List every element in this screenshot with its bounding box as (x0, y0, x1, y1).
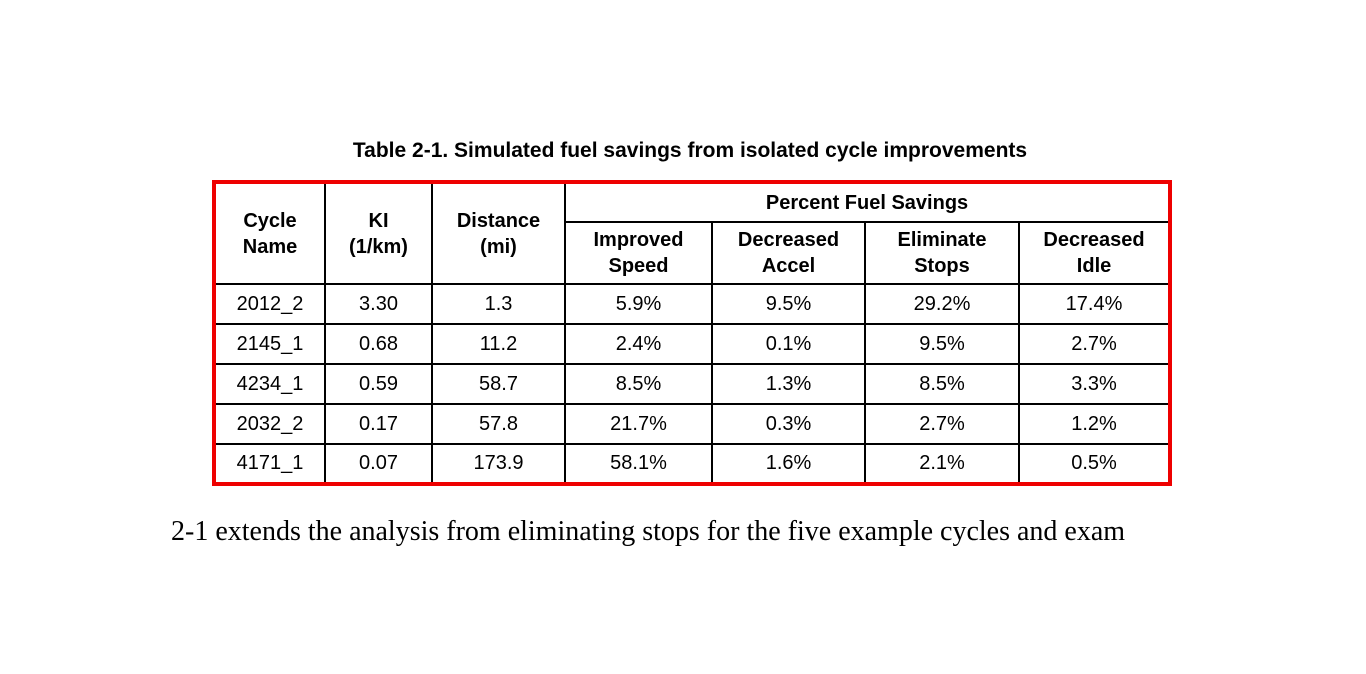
cell-eliminate-stops: 9.5% (864, 323, 1020, 365)
cell-ki: 0.07 (324, 443, 433, 485)
cell-distance: 58.7 (431, 363, 566, 405)
cell-decreased-idle: 2.7% (1017, 323, 1172, 365)
col-header-ki-line1: KI (368, 209, 389, 232)
table-row: 2032_2 0.17 57.8 21.7% 0.3% 2.7% 1.2% (213, 403, 1172, 445)
cell-distance: 11.2 (431, 323, 566, 365)
cell-decreased-idle: 17.4% (1017, 283, 1172, 325)
cell-improved-speed: 21.7% (564, 403, 713, 445)
col-header-improved-speed-line1: Improved (593, 229, 684, 251)
fuel-savings-table: Cycle Name KI (1/km) Distance (mi) Perce… (212, 180, 1173, 486)
cell-cycle-name: 2012_2 (213, 283, 326, 325)
col-header-cycle-name-line1: Cycle (243, 209, 297, 232)
cell-cycle-name: 2145_1 (213, 323, 326, 365)
col-header-decreased-idle-line2: Idle (1076, 255, 1112, 277)
table-figure: Table 2-1. Simulated fuel savings from i… (212, 139, 1173, 486)
cell-decreased-accel: 9.5% (711, 283, 866, 325)
cell-improved-speed: 8.5% (564, 363, 713, 405)
col-header-distance: Distance (mi) (431, 181, 566, 285)
cell-improved-speed: 5.9% (564, 283, 713, 325)
col-header-decreased-idle: Decreased Idle (1017, 221, 1172, 285)
cell-decreased-accel: 1.3% (711, 363, 866, 405)
cell-eliminate-stops: 2.7% (864, 403, 1020, 445)
col-header-ki-line2: (1/km) (349, 235, 408, 258)
cell-decreased-idle: 0.5% (1017, 443, 1172, 485)
cell-distance: 173.9 (431, 443, 566, 485)
cell-cycle-name: 2032_2 (213, 403, 326, 445)
col-header-decreased-idle-line1: Decreased (1043, 229, 1145, 251)
cell-improved-speed: 2.4% (564, 323, 713, 365)
col-header-decreased-accel-line1: Decreased (737, 229, 840, 251)
col-header-cycle-name: Cycle Name (213, 181, 326, 285)
header-row-group: Cycle Name KI (1/km) Distance (mi) Perce… (213, 181, 1172, 285)
col-header-eliminate-stops-line1: Eliminate (897, 229, 987, 251)
col-header-improved-speed: Improved Speed (564, 221, 713, 285)
cell-ki: 0.59 (324, 363, 433, 405)
body-text-fragment: 2-1 extends the analysis from eliminatin… (171, 516, 1126, 547)
table-caption: Table 2-1. Simulated fuel savings from i… (352, 139, 1028, 162)
cell-distance: 57.8 (431, 403, 566, 445)
cell-eliminate-stops: 8.5% (864, 363, 1020, 405)
col-header-eliminate-stops-line2: Stops (914, 255, 970, 277)
cell-improved-speed: 58.1% (564, 443, 713, 485)
cell-eliminate-stops: 29.2% (864, 283, 1020, 325)
table-row: 2145_1 0.68 11.2 2.4% 0.1% 9.5% 2.7% (213, 323, 1172, 365)
col-header-cycle-name-line2: Name (242, 235, 298, 258)
cell-decreased-idle: 1.2% (1017, 403, 1172, 445)
cell-cycle-name: 4234_1 (213, 363, 326, 405)
cell-ki: 3.30 (324, 283, 433, 325)
cell-eliminate-stops: 2.1% (864, 443, 1020, 485)
col-header-distance-line2: (mi) (480, 235, 517, 258)
col-header-ki: KI (1/km) (324, 181, 433, 285)
cell-decreased-idle: 3.3% (1017, 363, 1172, 405)
cell-decreased-accel: 1.6% (711, 443, 866, 485)
col-header-decreased-accel: Decreased Accel (711, 221, 866, 285)
cell-ki: 0.17 (324, 403, 433, 445)
cell-decreased-accel: 0.3% (711, 403, 866, 445)
cell-decreased-accel: 0.1% (711, 323, 866, 365)
col-header-decreased-accel-line2: Accel (761, 255, 816, 277)
cell-distance: 1.3 (431, 283, 566, 325)
table-row: 4171_1 0.07 173.9 58.1% 1.6% 2.1% 0.5% (213, 443, 1172, 485)
cell-ki: 0.68 (324, 323, 433, 365)
table-row: 2012_2 3.30 1.3 5.9% 9.5% 29.2% 17.4% (213, 283, 1172, 325)
col-header-eliminate-stops: Eliminate Stops (864, 221, 1020, 285)
col-header-percent-fuel-savings: Percent Fuel Savings (563, 181, 1172, 223)
header-row-sub: Improved Speed Decreased Accel Eliminate… (214, 221, 1172, 285)
col-header-distance-line1: Distance (456, 209, 541, 232)
cell-cycle-name: 4171_1 (213, 443, 326, 485)
table-row: 4234_1 0.59 58.7 8.5% 1.3% 8.5% 3.3% (213, 363, 1172, 405)
col-header-improved-speed-line2: Speed (608, 255, 669, 277)
